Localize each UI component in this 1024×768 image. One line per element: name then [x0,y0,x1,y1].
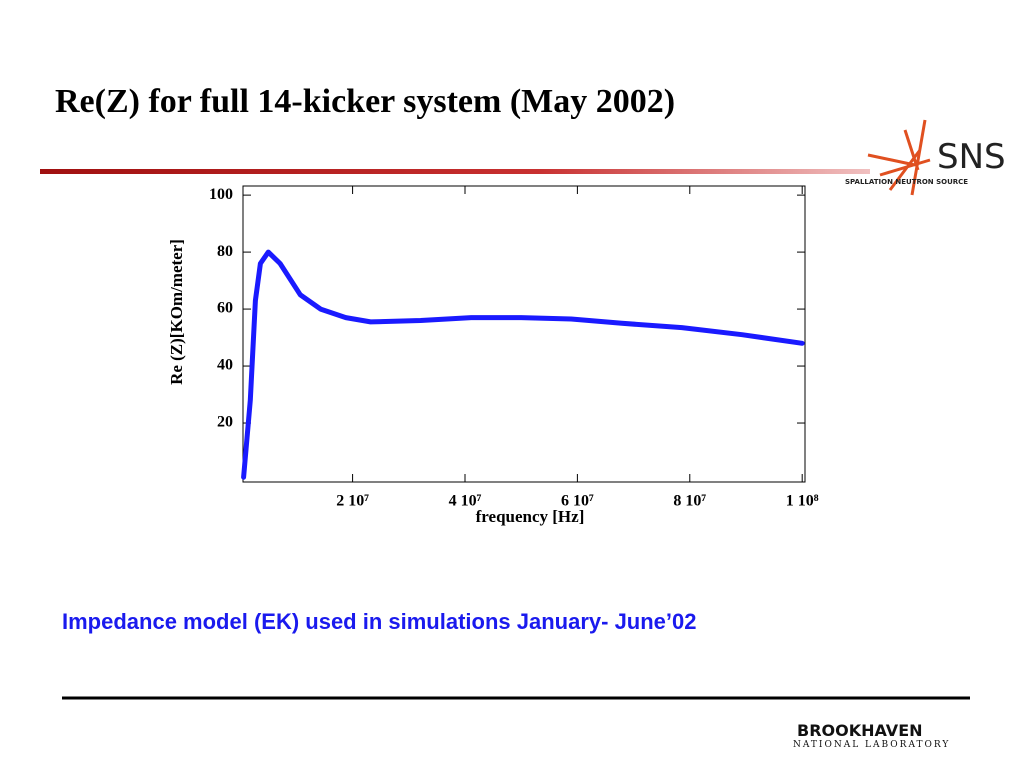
y-axis-label: Re (Z)[KOm/meter] [167,239,186,385]
data-line [241,249,805,480]
y-tick-label: 100 [209,186,233,203]
title-rule [40,169,870,174]
caption: Impedance model (EK) used in simulations… [62,609,697,634]
sns-subtext: SPALLATION NEUTRON SOURCE [845,178,968,186]
y-tick-label: 40 [217,357,233,374]
y-tick-label: 60 [217,300,233,317]
sns-logo: SNS SPALLATION NEUTRON SOURCE [845,119,1006,196]
bnl-subtext: NATIONAL LABORATORY [793,740,950,750]
x-tick-label: 6 10⁷ [561,493,594,510]
x-tick-label: 2 10⁷ [336,493,369,510]
bnl-text: BROOKHAVEN [797,721,923,740]
y-tick-label: 20 [217,414,233,431]
sns-text: SNS [937,137,1006,177]
plot-frame [242,185,806,483]
x-tick-label: 1 10⁸ [786,493,819,510]
slide-title: Re(Z) for full 14-kicker system (May 200… [55,83,675,120]
y-tick-label: 80 [217,243,233,260]
x-tick-label: 4 10⁷ [449,493,482,510]
x-axis-label: frequency [Hz] [476,507,585,526]
x-tick-label: 8 10⁷ [673,493,706,510]
